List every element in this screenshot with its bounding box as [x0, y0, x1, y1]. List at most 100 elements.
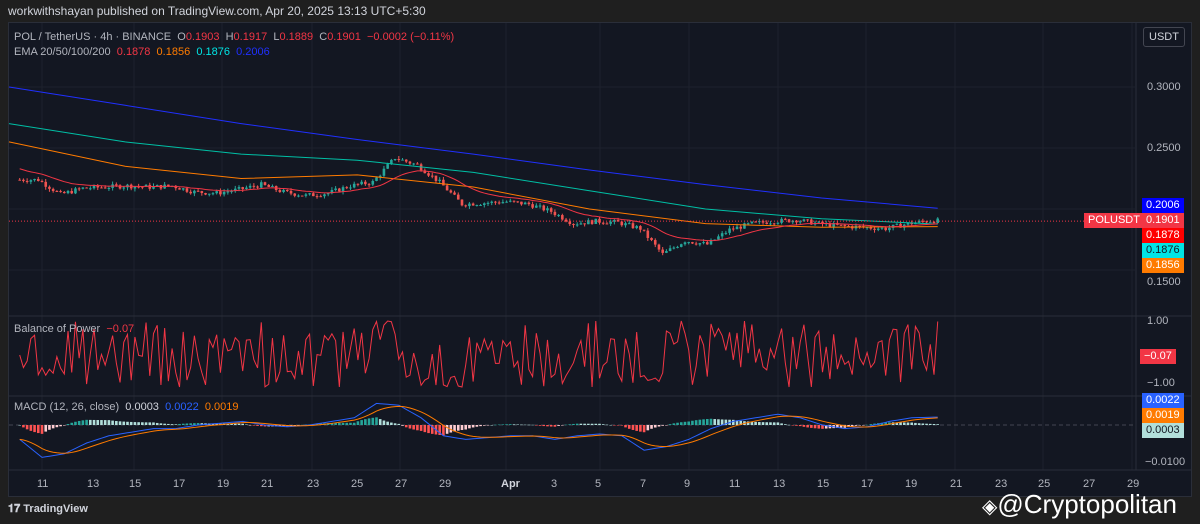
macd-histogram-bar — [22, 425, 25, 428]
macd-histogram-bar — [497, 424, 501, 426]
macd-histogram-bar — [754, 421, 757, 425]
currency-button[interactable]: USDT — [1143, 27, 1185, 47]
candle-body — [858, 225, 861, 227]
candle-body — [884, 227, 887, 231]
candle-body — [308, 193, 311, 195]
candle-body — [739, 226, 743, 229]
macd-histogram-bar — [839, 425, 843, 428]
time-tick: 9 — [684, 478, 691, 490]
candle-body — [286, 189, 289, 191]
candle-body — [360, 181, 363, 185]
candle-body — [486, 202, 490, 204]
tradingview-logo[interactable]: 𝟏𝟕 TradingView — [8, 503, 88, 515]
candle-body — [728, 228, 731, 233]
macd-histogram-bar — [148, 422, 152, 425]
published-caption: workwithshayan published on TradingView.… — [8, 4, 426, 18]
candle-body — [646, 230, 650, 238]
watermark: ◈@Cryptopolitan — [982, 489, 1177, 519]
macd-histogram-bar — [917, 423, 921, 425]
macd-histogram-bar — [501, 424, 505, 425]
macd-histogram-bar — [442, 425, 445, 436]
candle-body — [393, 159, 397, 161]
macd-histogram-bar — [746, 421, 750, 425]
macd-histogram-bar — [230, 423, 233, 425]
macd-histogram-bar — [613, 425, 616, 426]
macd-histogram-bar — [505, 424, 508, 425]
last-price-tag: 0.1901 — [1142, 213, 1184, 228]
macd-histogram-bar — [193, 423, 196, 425]
time-tick: 21 — [950, 478, 963, 490]
candle-body — [624, 223, 627, 226]
candle-body — [18, 179, 21, 181]
macd-histogram-bar — [691, 420, 694, 425]
macd-signal-tag: 0.0019 — [1142, 408, 1184, 423]
candle-body — [464, 205, 467, 207]
candle-body — [594, 218, 598, 224]
tradingview-icon: 𝟏𝟕 — [8, 503, 24, 515]
candle-body — [326, 193, 330, 195]
macd-histogram-bar — [702, 419, 705, 425]
candle-body — [895, 223, 899, 225]
macd-histogram-bar — [494, 424, 497, 426]
macd-histogram-bar — [468, 425, 471, 429]
candle-body — [44, 181, 48, 187]
macd-histogram-bar — [456, 425, 460, 431]
macd-histogram-bar — [906, 422, 910, 425]
macd-histogram-bar — [843, 425, 847, 428]
macd-histogram-bar — [416, 425, 419, 431]
macd-tick: −0.0100 — [1145, 456, 1186, 468]
candle-body — [115, 184, 118, 186]
macd-histogram-bar — [453, 425, 456, 432]
time-tick: 29 — [1127, 478, 1140, 490]
candle-body — [549, 208, 553, 212]
macd-histogram-bar — [300, 424, 304, 426]
candle-body — [806, 219, 809, 221]
macd-histogram-bar — [858, 425, 861, 426]
time-tick: 19 — [905, 478, 918, 490]
candle-body — [553, 211, 557, 216]
macd-histogram-bar — [717, 419, 720, 425]
macd-histogram-bar — [360, 420, 363, 425]
candle-body — [434, 175, 438, 181]
macd-histogram-bar — [33, 425, 36, 433]
candle-body — [211, 193, 215, 195]
time-tick: 15 — [129, 478, 142, 490]
macd-histogram-bar — [620, 425, 624, 426]
macd-histogram-bar — [36, 425, 40, 434]
bop-line — [19, 319, 939, 388]
low-value: 0.1889 — [279, 31, 314, 43]
macd-histogram-bar — [63, 425, 66, 426]
macd-histogram-bar — [486, 425, 490, 426]
candle-body — [709, 239, 713, 245]
candle-body — [282, 189, 285, 193]
time-tick: 29 — [439, 478, 452, 490]
candle-body — [817, 221, 821, 223]
time-tick: 25 — [351, 478, 364, 490]
macd-histogram-bar — [256, 425, 259, 426]
macd-histogram-bar — [910, 422, 913, 425]
macd-histogram-bar — [29, 425, 33, 431]
macd-histogram-bar — [118, 421, 122, 425]
candle-body — [575, 224, 579, 226]
time-tick: 7 — [640, 478, 647, 490]
macd-histogram-bar — [780, 423, 783, 425]
macd-histogram-bar — [914, 422, 917, 425]
candle-body — [245, 187, 248, 189]
macd-histogram-bar — [338, 422, 341, 425]
candle-body — [178, 188, 181, 190]
macd-histogram-bar — [81, 420, 85, 425]
time-tick: 27 — [1083, 478, 1096, 490]
candle-body — [512, 200, 516, 202]
candle-body — [865, 227, 869, 229]
bop-legend: Balance of Power −0.07 — [14, 323, 135, 335]
time-tick: 21 — [261, 478, 274, 490]
candle-body — [312, 193, 315, 197]
candle-body — [538, 205, 542, 207]
candle-body — [423, 170, 427, 174]
candle-body — [189, 191, 192, 194]
macd-histogram-bar — [390, 422, 393, 425]
candle-body — [349, 187, 352, 189]
macd-histogram-bar — [936, 424, 940, 425]
candle-body — [133, 186, 137, 189]
